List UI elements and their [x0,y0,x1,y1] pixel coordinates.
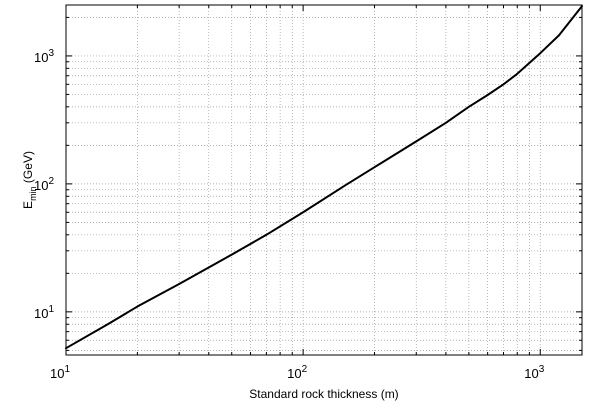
y-axis-label-subscript: min [28,186,38,201]
x-tick-label: 102 [287,364,307,381]
plot-frame [65,4,583,356]
series-layer [65,5,583,350]
y-axis-label: Emin (GeV) [21,151,38,209]
x-tick-label: 103 [524,364,544,381]
tick-marks [65,5,582,355]
grid [65,5,582,355]
tick-labels: 101 102 103 101 102 103 [34,48,545,381]
y-tick-label: 101 [34,304,54,321]
plot-background [66,5,582,355]
x-axis-label: Standard rock thickness (m) [249,387,398,401]
series-line [65,5,583,350]
y-tick-label: 102 [34,176,54,193]
x-tick-label: 101 [50,364,70,381]
y-axis-label-unit: (GeV) [21,151,35,183]
y-tick-label: 103 [34,48,54,65]
y-axis-label-main: E [21,201,35,209]
